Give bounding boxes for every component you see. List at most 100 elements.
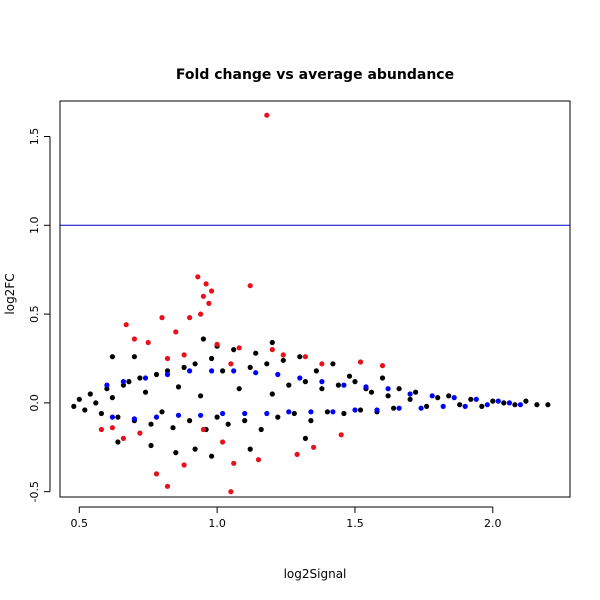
data-point <box>379 363 386 369</box>
data-point <box>269 347 275 353</box>
data-point <box>123 322 129 328</box>
data-point <box>264 112 270 118</box>
data-point <box>512 402 518 408</box>
data-point <box>253 370 259 376</box>
data-point <box>98 410 104 417</box>
data-point <box>319 386 325 392</box>
data-point <box>228 361 234 367</box>
y-tick-label: 0.0 <box>28 394 41 412</box>
data-point <box>115 414 121 420</box>
data-point <box>495 398 501 404</box>
data-point <box>247 446 253 452</box>
data-point <box>93 400 99 406</box>
data-point <box>170 425 176 431</box>
data-point <box>275 414 281 420</box>
data-point <box>109 395 115 401</box>
data-point <box>424 403 430 409</box>
data-point <box>115 439 121 445</box>
data-point <box>98 426 104 433</box>
y-tick-label: 0.5 <box>28 305 41 323</box>
data-point <box>164 483 171 489</box>
data-point <box>153 371 160 378</box>
data-point <box>255 457 262 463</box>
data-point <box>198 311 204 317</box>
data-point <box>352 379 358 385</box>
data-point <box>286 382 292 388</box>
data-point <box>462 403 468 409</box>
data-point <box>385 386 391 392</box>
data-point <box>302 379 308 385</box>
data-point <box>228 489 234 495</box>
data-point <box>164 355 171 362</box>
data-point <box>131 336 137 342</box>
y-tick-label: 1.0 <box>28 217 41 235</box>
data-point <box>148 442 154 449</box>
data-point <box>297 354 303 360</box>
x-tick-label: 2.0 <box>484 517 502 530</box>
data-point <box>319 379 325 385</box>
y-tick-label: 1.5 <box>28 128 41 146</box>
data-point <box>153 414 160 420</box>
data-point <box>181 462 187 468</box>
data-point <box>214 414 220 420</box>
data-point <box>368 389 375 395</box>
data-point <box>429 393 435 399</box>
data-point <box>164 368 171 374</box>
x-tick-label: 1.0 <box>208 517 226 530</box>
data-point <box>181 364 187 370</box>
data-point <box>126 379 132 385</box>
data-point <box>297 375 303 381</box>
data-point <box>374 407 380 413</box>
data-point <box>269 339 275 346</box>
data-point <box>302 435 308 441</box>
data-point <box>308 418 314 424</box>
data-point <box>76 396 82 402</box>
data-point <box>153 471 160 477</box>
data-point <box>214 341 220 347</box>
data-point <box>198 412 204 418</box>
data-point <box>319 361 325 367</box>
data-point <box>225 421 231 427</box>
data-point <box>357 407 364 413</box>
data-point <box>175 384 182 390</box>
data-point <box>330 409 336 415</box>
data-point <box>200 293 206 299</box>
plot-frame <box>59 100 571 498</box>
data-point <box>253 350 259 356</box>
data-point <box>231 368 237 374</box>
data-point <box>338 432 344 438</box>
data-point <box>517 402 524 408</box>
data-point <box>220 368 226 374</box>
data-point <box>209 288 215 294</box>
data-point <box>236 386 242 392</box>
data-point <box>104 386 110 392</box>
data-point <box>231 460 237 466</box>
data-point <box>159 409 165 415</box>
data-point <box>468 396 474 402</box>
data-point <box>357 359 364 365</box>
axes: 0.5 1.0 1.5 2.0 -0.5 0.0 0.5 1.0 1.5 <box>28 100 571 530</box>
data-point <box>247 364 253 370</box>
y-axis-label: log2FC <box>3 273 17 314</box>
chart-title: Fold change vs average abundance <box>176 67 454 83</box>
data-point <box>242 418 248 424</box>
data-point <box>192 446 198 452</box>
data-point <box>506 400 512 406</box>
data-point <box>198 393 204 399</box>
data-point <box>302 354 308 360</box>
data-point <box>407 391 413 397</box>
data-point <box>313 368 319 374</box>
data-point <box>109 414 115 420</box>
data-point <box>396 386 402 392</box>
data-point <box>131 354 137 360</box>
data-point <box>159 315 165 321</box>
data-point <box>280 357 286 363</box>
data-point <box>291 410 297 417</box>
data-point <box>379 375 386 381</box>
data-point <box>206 300 212 306</box>
data-point <box>109 354 115 360</box>
data-points <box>71 112 551 495</box>
data-point <box>446 393 452 399</box>
data-point <box>192 361 198 367</box>
data-point <box>187 418 193 424</box>
